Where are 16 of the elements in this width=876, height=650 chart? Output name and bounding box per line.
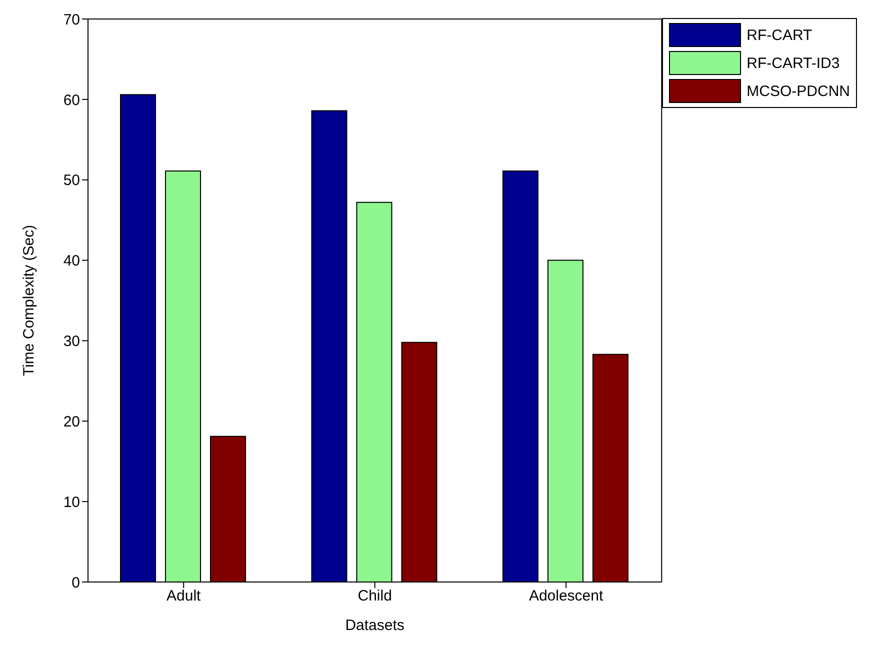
legend-label: RF-CART-ID3 bbox=[746, 54, 840, 72]
x-tick-label: Adolescent bbox=[528, 588, 604, 605]
y-tick-label: 0 bbox=[72, 574, 80, 592]
y-tick-label: 40 bbox=[63, 252, 80, 270]
x-tick-label: Adult bbox=[166, 588, 202, 605]
x-tick-label: Child bbox=[358, 588, 392, 605]
y-tick-label: 20 bbox=[63, 413, 80, 430]
legend-label: RF-CART bbox=[746, 26, 812, 44]
x-axis-title: Datasets bbox=[345, 617, 404, 634]
y-tick-label: 70 bbox=[63, 11, 80, 28]
y-axis-title: Time Complexity (Sec) bbox=[20, 224, 38, 376]
legend-label: MCSO-PDCNN bbox=[746, 82, 850, 100]
y-tick-label: 60 bbox=[63, 92, 80, 109]
y-tick-label: 30 bbox=[63, 333, 80, 350]
y-tick-label: 10 bbox=[63, 494, 80, 511]
y-tick-label: 50 bbox=[63, 172, 80, 190]
